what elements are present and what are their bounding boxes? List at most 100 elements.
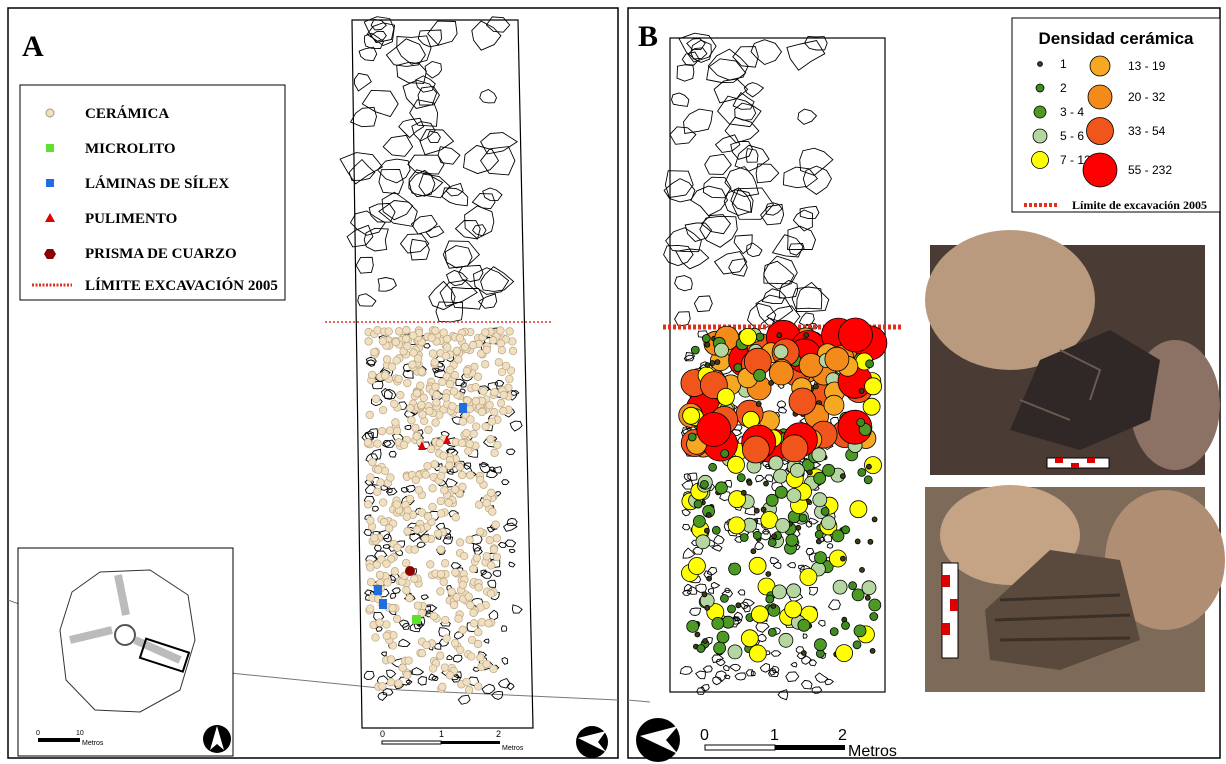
blade-find (374, 585, 382, 595)
density-dot (774, 345, 788, 359)
ceramic-find (456, 334, 464, 342)
ceramic-find (475, 628, 483, 636)
ceramic-find (379, 499, 387, 507)
density-dot (781, 435, 808, 462)
ceramic-find (392, 419, 400, 427)
ceramic-find (420, 394, 428, 402)
legend-symbol (1033, 129, 1047, 143)
density-dot (816, 539, 821, 544)
ceramic-find (419, 411, 427, 419)
ceramic-find (412, 424, 420, 432)
ceramic-find (456, 539, 464, 547)
density-dot (812, 448, 826, 462)
density-dot (796, 525, 801, 530)
ceramic-find (434, 530, 442, 538)
density-dot (836, 645, 853, 662)
ceramic-find (429, 503, 437, 511)
legend-label: 33 - 54 (1128, 124, 1166, 138)
legend-symbol (1090, 56, 1110, 76)
ceramic-find (372, 634, 380, 642)
density-dot (772, 585, 786, 599)
ceramic-find (467, 416, 475, 424)
quartz-find (405, 566, 415, 576)
density-dot (813, 384, 818, 389)
density-dot (720, 594, 728, 602)
ceramic-find (403, 671, 411, 679)
density-dot (771, 604, 776, 609)
density-dot (688, 558, 705, 575)
ceramic-find (440, 329, 448, 337)
density-dot (785, 601, 802, 618)
ceramic-find (429, 350, 437, 358)
density-dot (721, 450, 729, 458)
ceramic-find (470, 620, 478, 628)
density-dot (728, 517, 745, 534)
ceramic-find (378, 427, 386, 435)
ceramic-find (488, 418, 496, 426)
density-dot (736, 603, 741, 608)
ceramic-find (450, 388, 458, 396)
density-dot (693, 515, 705, 527)
ceramic-find (456, 463, 464, 471)
ceramic-find (489, 337, 497, 345)
ceramic-find (414, 355, 422, 363)
ceramic-find (437, 588, 445, 596)
ceramic-find (493, 553, 501, 561)
ceramic-find (451, 639, 459, 647)
ceramic-find (470, 609, 478, 617)
ceramic-find (395, 680, 403, 688)
ceramic-find (433, 391, 441, 399)
legend-label: 55 - 232 (1128, 163, 1172, 177)
density-dot (705, 342, 710, 347)
ceramic-find (406, 594, 414, 602)
ceramic-find (487, 590, 495, 598)
ceramic-find (466, 536, 474, 544)
ceramic-find (424, 462, 432, 470)
density-dot (705, 363, 710, 368)
ceramic-find (366, 605, 374, 613)
legend-label: PULIMENTO (85, 211, 177, 227)
density-dot (822, 516, 836, 530)
ceramic-find (379, 683, 387, 691)
ceramic-find (408, 416, 416, 424)
ceramic-find (405, 657, 413, 665)
legend-label: 5 - 6 (1060, 129, 1084, 143)
ceramic-find (457, 646, 465, 654)
scale-label: 10 (76, 730, 84, 737)
ceramic-find (373, 488, 381, 496)
density-dot (761, 512, 778, 529)
scale-bar (441, 741, 500, 744)
ceramic-find (497, 327, 505, 335)
ceramic-find (436, 652, 444, 660)
density-dot (728, 605, 736, 613)
legend-symbol (1036, 84, 1044, 92)
blade-find (379, 599, 387, 609)
density-dot (715, 360, 720, 365)
ceramic-find (437, 497, 445, 505)
ceramic-find (397, 391, 405, 399)
density-dot (729, 563, 741, 575)
ceramic-find (502, 362, 510, 370)
scale-label: 0 (700, 727, 709, 744)
density-dot (702, 592, 707, 597)
ceramic-find (483, 346, 491, 354)
ceramic-find (413, 389, 421, 397)
ceramic-find (452, 514, 460, 522)
ceramic-find (453, 347, 461, 355)
density-dot (858, 468, 866, 476)
density-dot (761, 507, 766, 512)
density-dot (683, 407, 700, 424)
ceramic-find (364, 439, 372, 447)
ceramic-find (442, 352, 450, 360)
ceramic-find (422, 535, 430, 543)
ceramic-find (367, 474, 375, 482)
ceramic-find (374, 466, 382, 474)
density-dot (832, 530, 844, 542)
density-dot (769, 361, 793, 385)
density-dot (774, 469, 788, 483)
scale-unit: Metros (848, 743, 897, 760)
density-dot (754, 508, 759, 513)
ceramic-find (498, 346, 506, 354)
ceramic-find (391, 568, 399, 576)
ceramic-find (379, 337, 387, 345)
